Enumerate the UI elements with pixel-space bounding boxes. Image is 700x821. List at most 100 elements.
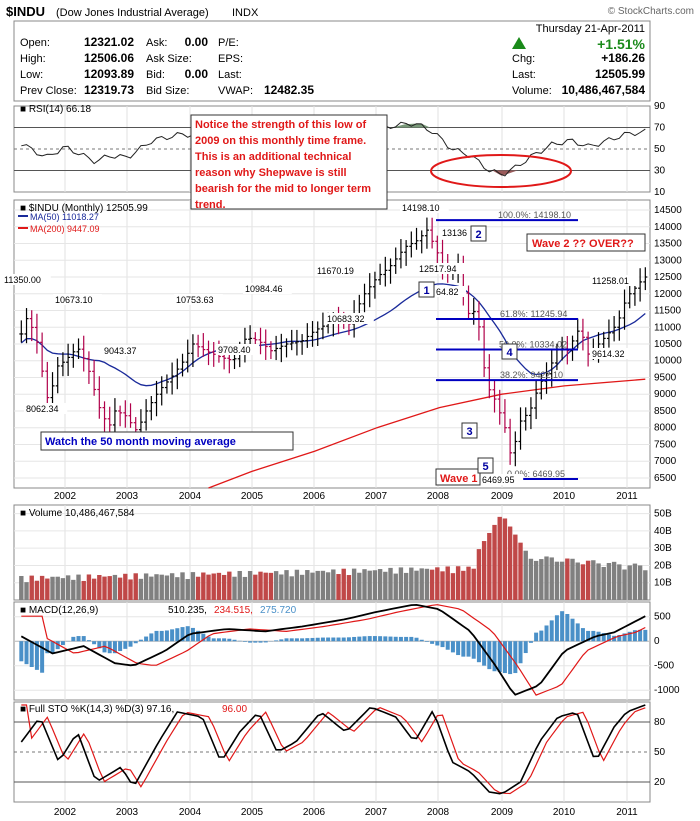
ohlc-bar <box>502 399 507 433</box>
volume-bar <box>518 542 523 600</box>
ohlc-bar <box>71 343 76 368</box>
rsi-highlight-ellipse <box>430 154 572 188</box>
price-label-bg <box>102 345 146 356</box>
field-label: Bid: <box>146 69 165 81</box>
macd-hist-bar <box>81 636 86 642</box>
volume-bar <box>544 556 549 600</box>
year-label: 2006 <box>303 807 326 818</box>
ma-note-label: Watch the 50 month moving average <box>45 436 236 448</box>
macd-hist-bar <box>305 638 310 642</box>
ohlc-bar <box>388 258 393 284</box>
macd-hist-bar <box>367 636 372 642</box>
price-label-bg <box>243 283 292 294</box>
price-tick-label: 11000 <box>654 322 682 333</box>
year-label: 2008 <box>427 491 450 502</box>
volume-bar <box>315 570 320 600</box>
macd-hist-bar <box>133 641 138 644</box>
symbol-title: $INDU <box>6 4 45 19</box>
volume-bar <box>195 576 201 600</box>
volume-bar <box>377 569 383 600</box>
volume-bar <box>435 567 440 600</box>
year-label: 2011 <box>616 491 638 502</box>
field-value: 12319.73 <box>84 83 134 97</box>
macd-hist-bar <box>300 638 305 642</box>
volume-bar <box>424 568 430 600</box>
rsi-tick-label: 50 <box>654 144 666 155</box>
volume-bar <box>492 524 497 600</box>
wave2-box <box>526 233 646 252</box>
price-title: ■ $INDU (Monthly) 12505.99 <box>20 203 148 214</box>
ohlc-bar <box>513 431 518 467</box>
field-label: P/E: <box>218 37 239 49</box>
wave2-label: Wave 2 ?? OVER?? <box>532 238 634 250</box>
volume-bar <box>39 575 45 600</box>
ohlc-bar <box>518 407 523 450</box>
ohlc-bar <box>378 263 383 285</box>
volume-bar <box>570 558 575 600</box>
macd-hist-bar <box>92 641 97 645</box>
field-value: 0.00 <box>185 67 209 81</box>
macd-hist-bar <box>518 641 523 664</box>
price-label-bg <box>440 227 472 238</box>
ohlc-bar <box>118 405 123 427</box>
macd-hist-bar <box>112 641 117 654</box>
ohlc-bar <box>570 335 575 361</box>
macd-hist-bar <box>539 630 544 642</box>
macd-hist-bar <box>560 611 565 642</box>
volume-bar <box>232 576 237 600</box>
year-label: 2009 <box>491 491 514 502</box>
volume-bar <box>237 570 242 600</box>
price-label: 10673.10 <box>55 295 93 305</box>
macd-hist-bar <box>393 636 398 642</box>
volume-bar <box>128 579 133 600</box>
volume-bar <box>388 567 393 600</box>
volume-bar <box>549 557 554 600</box>
volume-bar <box>45 578 50 600</box>
ohlc-bar <box>149 396 154 421</box>
header: $INDU (Dow Jones Industrial Average) IND… <box>6 4 694 102</box>
volume-bar <box>591 560 596 600</box>
field-label: High: <box>20 53 46 65</box>
macd-hist-bar <box>430 641 435 644</box>
volume-bar <box>310 572 315 600</box>
volume-bar <box>123 573 128 600</box>
price-label: 10984.46 <box>245 284 283 294</box>
volume-bar <box>336 574 341 600</box>
ohlc-bar <box>575 318 580 349</box>
macd-hist-bar <box>154 630 159 642</box>
volume-bar <box>331 569 336 600</box>
volume-bar <box>481 541 487 600</box>
volume-bar <box>258 571 263 600</box>
ohlc-bar <box>492 379 497 413</box>
wave-number-box <box>501 343 518 360</box>
ohlc-bar <box>320 312 325 340</box>
volume-bar <box>50 576 55 600</box>
volume-bar <box>268 572 274 600</box>
macd-hist-bar <box>258 641 263 643</box>
ohlc-bar <box>97 376 102 419</box>
field-value: 0.00 <box>185 35 209 49</box>
ohlc-bar <box>372 271 377 299</box>
volume-bar <box>351 568 357 600</box>
ohlc-bar <box>164 374 169 394</box>
ohlc-bar <box>258 327 263 355</box>
ohlc-bar <box>159 376 164 406</box>
macd-hist-bar <box>248 641 253 643</box>
price-tick-label: 7500 <box>654 439 677 450</box>
ohlc-bar <box>612 316 617 342</box>
price-label-bg <box>480 474 524 485</box>
volume-bar <box>643 570 648 600</box>
volume-tick-label: 50B <box>654 509 672 520</box>
ohlc-bar <box>279 333 284 363</box>
ohlc-bar <box>482 318 487 378</box>
volume-bar <box>305 570 310 600</box>
macd-hist-bar <box>159 630 164 642</box>
macd-hist-bar <box>622 633 627 642</box>
volume-bar <box>76 574 81 600</box>
field-label: Chg: <box>512 53 535 65</box>
ohlc-bar <box>112 398 117 434</box>
ohlc-bar <box>580 318 585 351</box>
macd-hist-bar <box>97 641 102 649</box>
volume-bar <box>596 563 601 600</box>
macd-hist-bar <box>372 636 377 642</box>
